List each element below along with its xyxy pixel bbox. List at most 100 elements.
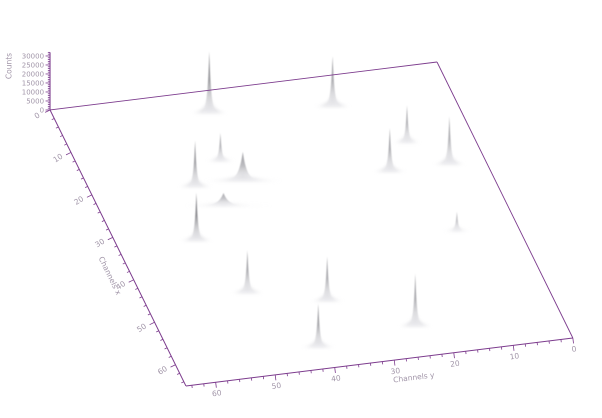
peak bbox=[191, 51, 228, 113]
peak-spike bbox=[214, 133, 227, 161]
box-edge bbox=[156, 330, 159, 333]
box-edge bbox=[160, 338, 164, 341]
surface-peaks bbox=[175, 51, 471, 347]
counts-tick-label: 5000 bbox=[26, 97, 44, 105]
box-edge bbox=[143, 304, 147, 307]
peak bbox=[203, 151, 282, 181]
counts-tick-label: 25000 bbox=[22, 61, 44, 69]
channels-x-axis: 0 10 20 30 40 50 60 bbox=[33, 109, 187, 387]
box-edge bbox=[49, 109, 187, 387]
peak-spike bbox=[311, 303, 326, 347]
box-edge bbox=[149, 321, 155, 326]
box-edge bbox=[453, 352, 455, 359]
channels-x-axis-title: Channels x bbox=[97, 255, 124, 297]
box-edge bbox=[139, 296, 143, 299]
peak bbox=[205, 133, 236, 161]
box-edge bbox=[334, 367, 336, 374]
channels-x-tick-label: 40 bbox=[114, 279, 127, 292]
counts-tick-label: 20000 bbox=[22, 70, 44, 78]
counts-axis-title: Counts bbox=[5, 53, 14, 79]
box-edge bbox=[59, 135, 63, 138]
peak-spike bbox=[325, 56, 341, 107]
peak bbox=[398, 273, 432, 326]
channels-x-tick-label: 50 bbox=[135, 321, 148, 334]
peak bbox=[443, 211, 471, 231]
channels-y-tick-label: 50 bbox=[271, 381, 282, 391]
channels-x-tick-label: 10 bbox=[52, 152, 65, 165]
channels-y-tick-label: 20 bbox=[450, 359, 461, 369]
counts-tick-label: 30000 bbox=[22, 52, 44, 60]
counts-tick-label: 10000 bbox=[22, 88, 44, 96]
box-edge bbox=[181, 381, 184, 384]
peak-spike bbox=[382, 128, 397, 172]
box-edge bbox=[80, 177, 84, 180]
peak bbox=[301, 303, 335, 347]
peak bbox=[230, 250, 264, 293]
box-edge bbox=[97, 211, 101, 214]
box-edge bbox=[118, 253, 122, 256]
box-edge bbox=[274, 374, 277, 381]
box-edge bbox=[135, 287, 139, 290]
box-edge bbox=[51, 118, 55, 121]
peak-spike bbox=[203, 193, 244, 206]
box-edge bbox=[215, 382, 217, 388]
peak bbox=[373, 128, 407, 172]
channels-y-tick-label: 40 bbox=[331, 373, 342, 383]
box-edge bbox=[105, 228, 109, 231]
channels-x-tick-label: 30 bbox=[93, 237, 106, 250]
peak-spike bbox=[442, 116, 457, 165]
box-edge bbox=[49, 61, 438, 111]
box-edge bbox=[122, 262, 126, 265]
channels-y-axis: 0 10 20 30 40 50 60 bbox=[185, 337, 577, 398]
box-edge bbox=[93, 203, 97, 205]
channels-y-tick-label: 0 bbox=[571, 344, 577, 354]
plot-box-edges bbox=[49, 61, 574, 339]
channels-x-tick-label: 60 bbox=[156, 364, 169, 377]
peak-spike bbox=[400, 105, 414, 143]
box-edge bbox=[55, 126, 59, 129]
peak-spike bbox=[226, 151, 260, 181]
box-edge bbox=[168, 355, 172, 358]
box-edge bbox=[170, 364, 176, 368]
box-edge bbox=[393, 360, 396, 366]
box-edge bbox=[107, 236, 113, 241]
box-edge bbox=[128, 279, 134, 283]
box-edge bbox=[72, 160, 76, 163]
channels-y-tick-label: 60 bbox=[211, 388, 222, 398]
peak-spike bbox=[188, 140, 202, 187]
box-edge bbox=[86, 194, 93, 198]
counts-tick-label: 15000 bbox=[22, 79, 44, 87]
box-edge bbox=[64, 143, 67, 146]
peak-spike bbox=[240, 250, 255, 293]
box-edge bbox=[101, 220, 105, 222]
box-edge bbox=[176, 372, 180, 375]
box-edge bbox=[512, 345, 515, 351]
counts-tick-label: 0 bbox=[40, 106, 44, 114]
peak bbox=[179, 192, 213, 241]
peak-spike bbox=[451, 211, 463, 231]
box-edge bbox=[164, 347, 168, 350]
box-edge bbox=[436, 61, 574, 339]
box-edge bbox=[44, 109, 51, 113]
box-edge bbox=[185, 337, 573, 387]
peak bbox=[391, 105, 423, 143]
channels-y-tick-label: 30 bbox=[390, 366, 401, 376]
box-edge bbox=[84, 186, 88, 188]
channels-x-tick-label: 20 bbox=[72, 194, 85, 207]
channels-x-tick-label: 0 bbox=[33, 110, 42, 120]
peak bbox=[178, 140, 212, 187]
peak-spike bbox=[189, 192, 204, 241]
box-edge bbox=[114, 245, 118, 248]
peak-spike bbox=[201, 51, 217, 113]
box-edge bbox=[572, 337, 574, 344]
box-edge bbox=[76, 169, 80, 172]
box-edge bbox=[147, 313, 151, 316]
box-edge bbox=[126, 270, 130, 273]
peak-spike bbox=[320, 256, 335, 301]
box-edge bbox=[65, 152, 72, 156]
peak bbox=[314, 56, 351, 107]
